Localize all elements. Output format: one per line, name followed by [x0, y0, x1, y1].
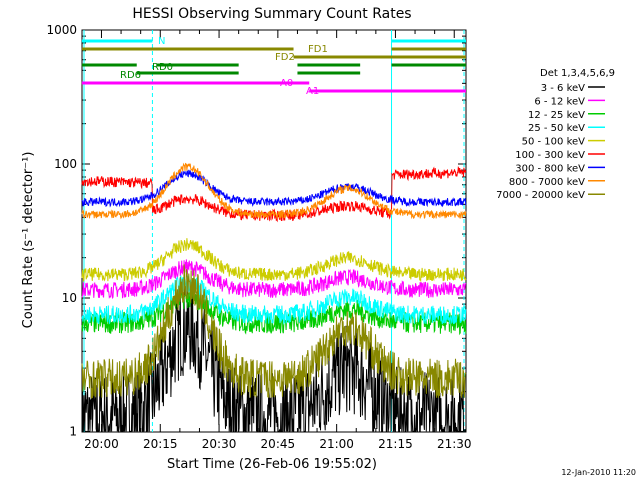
legend: 3 - 6 keV 6 - 12 keV 12 - 25 keV 25 - 50 ke… [496, 83, 605, 201]
x-tick-label: 20:00 [84, 437, 119, 451]
flag-label-a1: A1 [306, 86, 319, 97]
series-line-4 [81, 238, 467, 283]
series-line-3 [81, 274, 467, 325]
footer-date: 12-Jan-2010 11:20 [561, 468, 636, 477]
y-tick-label: 100 [54, 157, 77, 171]
plot-frame [81, 29, 467, 433]
legend-title: Det 1,3,4,5,6,9 [540, 68, 615, 79]
y-axis-label: Count Rate (s⁻¹ detector⁻¹) [21, 152, 36, 329]
x-axis-label: Start Time (26-Feb-06 19:55:02) [167, 457, 377, 472]
flag-label-rd0: RD0 [152, 62, 173, 73]
y-tick-label: 1000 [46, 23, 77, 37]
legend-label-3: 25 - 50 keV [528, 123, 585, 134]
series-line-6 [81, 169, 467, 208]
flag-label-fd1: FD1 [308, 44, 328, 55]
flag-label-rd6: RD6 [120, 70, 141, 81]
flag-label-n: N [158, 36, 165, 47]
series-line-5 [81, 165, 467, 223]
legend-label-2: 12 - 25 keV [528, 110, 585, 121]
series-line-2 [81, 287, 467, 336]
legend-label-4: 50 - 100 keV [522, 137, 586, 148]
series-line-8 [81, 264, 467, 399]
flag-label-fd2: FD2 [275, 52, 295, 63]
series-line-1 [81, 259, 467, 300]
x-tick-label: 20:15 [143, 437, 178, 451]
plot-layer: 1 10 100 1000 20:00 20:15 20:30 20:45 21:00 21:15… [46, 23, 471, 451]
y-tick-label: 1 [69, 424, 77, 438]
legend-label-5: 100 - 300 keV [515, 150, 585, 161]
legend-label-7: 800 - 7000 keV [509, 177, 585, 188]
legend-label-0: 3 - 6 keV [541, 83, 585, 94]
x-tick-label: 21:15 [378, 437, 413, 451]
x-tick-label: 21:30 [437, 437, 472, 451]
x-tick-label: 21:00 [319, 437, 354, 451]
flag-label-a0: A0 [280, 78, 293, 89]
legend-label-6: 300 - 800 keV [515, 163, 585, 174]
series-line-7 [81, 162, 467, 220]
x-tick-label: 20:45 [261, 437, 296, 451]
legend-label-1: 6 - 12 keV [534, 96, 585, 107]
chart-title: HESSI Observing Summary Count Rates [132, 6, 411, 22]
y-tick-label: 10 [62, 291, 77, 305]
legend-label-8: 7000 - 20000 keV [496, 190, 585, 201]
x-tick-label: 20:30 [202, 437, 237, 451]
